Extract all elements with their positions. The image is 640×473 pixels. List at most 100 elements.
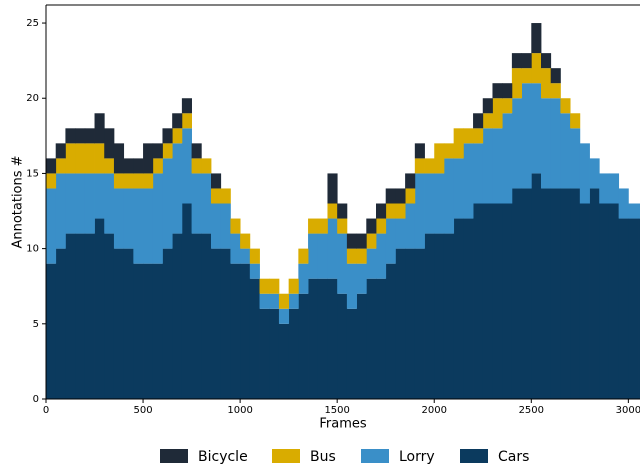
x-tick-label: 3000 — [616, 405, 640, 416]
legend-swatch — [160, 449, 188, 463]
area-step — [143, 173, 154, 189]
area-step — [414, 173, 425, 249]
area-step — [492, 128, 503, 204]
area-step — [298, 293, 309, 399]
area-step — [308, 278, 319, 399]
area-step — [191, 233, 202, 399]
area-step — [249, 248, 260, 264]
area-step — [376, 203, 387, 219]
area-step — [570, 188, 581, 399]
area-step — [366, 248, 377, 279]
area-step — [550, 83, 561, 99]
area-step — [278, 323, 290, 399]
x-axis-label: Frames — [319, 417, 367, 432]
area-step — [94, 218, 105, 399]
area-step — [46, 188, 57, 264]
area-step — [191, 158, 202, 174]
area-step — [55, 158, 66, 174]
area-step — [288, 278, 299, 294]
area-step — [589, 158, 600, 189]
area-step — [65, 143, 76, 174]
area-step — [356, 263, 367, 294]
area-step — [414, 143, 425, 159]
area-step — [560, 188, 571, 399]
area-step — [337, 218, 348, 234]
area-step — [337, 293, 348, 399]
area-step — [550, 68, 561, 84]
area-step — [327, 278, 338, 399]
area-step — [123, 188, 134, 249]
area-step — [376, 278, 387, 399]
area-step — [473, 143, 484, 204]
area-step — [560, 98, 571, 114]
area-step — [366, 278, 377, 399]
area-step — [628, 218, 639, 399]
area-step — [201, 173, 212, 234]
area-step — [162, 158, 173, 249]
x-tick-label: 1000 — [227, 405, 252, 416]
area-step — [133, 173, 144, 189]
area-step — [473, 128, 484, 144]
area-step — [463, 218, 474, 399]
area-step — [405, 203, 416, 249]
area-step — [511, 68, 522, 99]
x-tick-label: 2000 — [422, 405, 447, 416]
area-step — [298, 263, 309, 294]
area-step — [453, 158, 464, 219]
area-step — [473, 203, 484, 399]
area-step — [366, 233, 377, 249]
area-step — [152, 158, 163, 174]
legend-label: Cars — [498, 449, 529, 465]
area-step — [201, 233, 212, 399]
y-tick-label: 5 — [33, 319, 39, 330]
area-step — [550, 188, 561, 399]
area-step — [181, 98, 192, 114]
area-step — [201, 158, 212, 174]
x-tick-label: 1500 — [324, 405, 349, 416]
area-step — [181, 128, 192, 204]
area-step — [46, 173, 57, 189]
legend-label: Lorry — [399, 449, 435, 465]
area-step — [317, 278, 328, 399]
area-step — [570, 113, 581, 129]
area-step — [220, 188, 231, 204]
area-step — [230, 263, 241, 399]
area-step — [327, 203, 338, 219]
area-step — [531, 83, 542, 174]
area-step — [628, 203, 639, 219]
area-step — [414, 158, 425, 174]
area-step — [346, 233, 357, 249]
area-step — [511, 98, 522, 189]
area-step — [317, 233, 328, 279]
area-step — [608, 173, 620, 204]
area-step — [94, 173, 105, 219]
area-step — [356, 293, 367, 399]
x-tick-label: 2500 — [519, 405, 544, 416]
area-step — [424, 173, 435, 234]
area-step — [424, 233, 435, 399]
area-step — [65, 173, 76, 234]
x-tick-label: 0 — [43, 405, 49, 416]
area-step — [104, 128, 115, 159]
area-step — [84, 128, 95, 144]
area-step — [638, 203, 640, 219]
area-step — [259, 293, 270, 309]
area-step — [511, 53, 522, 69]
area-step — [434, 233, 445, 399]
area-step — [482, 128, 493, 204]
area-step — [113, 173, 125, 189]
area-step — [443, 158, 455, 234]
area-step — [521, 188, 532, 399]
area-step — [259, 308, 270, 399]
area-step — [75, 143, 86, 174]
area-step — [608, 203, 620, 399]
area-step — [385, 218, 396, 264]
area-step — [46, 263, 57, 399]
area-step — [172, 143, 183, 234]
area-step — [579, 203, 590, 399]
area-step — [521, 53, 532, 69]
area-step — [618, 218, 629, 399]
area-step — [317, 218, 328, 234]
area-step — [288, 308, 299, 399]
